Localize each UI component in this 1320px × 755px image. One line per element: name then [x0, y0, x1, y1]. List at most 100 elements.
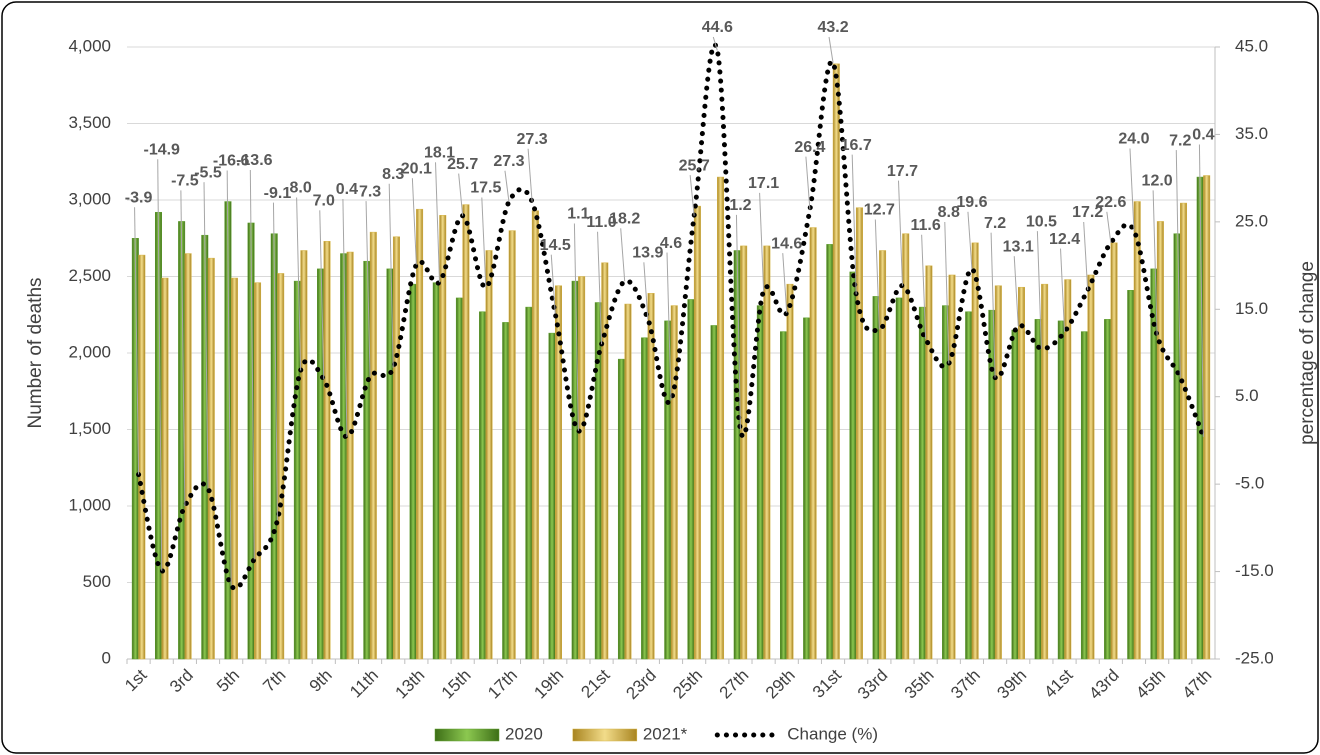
label-leader	[782, 253, 788, 313]
bar	[902, 233, 910, 660]
label-leader	[666, 252, 672, 401]
bar	[895, 297, 903, 660]
bar	[832, 63, 840, 660]
bar	[254, 282, 262, 660]
data-label: 10.5	[1026, 213, 1057, 230]
bar	[1156, 221, 1164, 660]
bar	[872, 296, 880, 660]
data-label: 7.3	[359, 183, 381, 200]
bar	[849, 271, 857, 660]
data-label: -16.6	[213, 153, 250, 170]
bar	[601, 262, 609, 660]
y-tick-label: 2,500	[68, 266, 111, 285]
label-leader	[342, 199, 348, 437]
data-label: 17.2	[1072, 204, 1103, 221]
y-tick-label: 1,500	[68, 419, 111, 438]
label-leader	[921, 234, 927, 340]
label-leader	[180, 190, 186, 507]
label-leader	[944, 221, 950, 364]
change-line	[136, 42, 1206, 591]
bar	[161, 277, 169, 660]
label-leader	[388, 183, 394, 368]
label-leader	[504, 170, 510, 202]
data-label: 17.1	[748, 175, 779, 192]
label-leader	[967, 211, 973, 270]
bar	[416, 208, 424, 660]
y-tick-label: 3,000	[68, 189, 111, 208]
bar	[508, 230, 516, 660]
bar	[925, 265, 933, 660]
bar	[138, 254, 146, 660]
bar	[531, 210, 539, 660]
bar	[740, 245, 748, 660]
data-label: 26.4	[794, 139, 825, 156]
label-leader	[1036, 231, 1042, 349]
bar	[971, 242, 979, 660]
bar	[809, 227, 817, 660]
label-leader	[689, 175, 695, 216]
data-label: 7.2	[984, 215, 1006, 232]
bar	[1133, 201, 1141, 660]
label-leader	[735, 214, 741, 430]
data-label: 4.6	[660, 235, 682, 252]
y-tick-label: 3,500	[68, 113, 111, 132]
bar	[1064, 279, 1072, 660]
bar	[409, 283, 417, 660]
bar	[780, 331, 787, 660]
label-leader	[527, 148, 533, 202]
label-leader	[319, 210, 325, 380]
y-tick-label: 500	[83, 572, 111, 591]
bar	[687, 299, 695, 660]
bar	[617, 358, 625, 660]
label-leader	[897, 180, 903, 286]
bar	[693, 205, 701, 660]
bar	[1196, 176, 1204, 660]
bar	[1017, 286, 1025, 660]
bar	[918, 306, 926, 660]
bar	[1087, 274, 1095, 660]
data-label: 20.1	[401, 160, 432, 177]
bar	[207, 257, 215, 660]
bar	[502, 322, 510, 660]
bar	[647, 293, 655, 660]
bar	[392, 236, 400, 660]
label-leader	[990, 232, 996, 378]
label-leader	[272, 202, 278, 520]
data-label: 0.4	[336, 181, 358, 198]
label-leader	[828, 36, 834, 63]
label-leader	[1175, 150, 1181, 378]
data-label: 27.3	[517, 131, 548, 148]
data-label: 12.4	[1049, 231, 1080, 248]
bar	[300, 250, 308, 660]
bar	[855, 207, 863, 660]
bar	[1104, 319, 1112, 660]
data-label: 24.0	[1118, 131, 1149, 148]
data-label: -3.9	[125, 189, 153, 206]
data-label: 8.0	[289, 180, 311, 197]
bar	[340, 253, 348, 660]
y2-tick-label: 5.0	[1235, 386, 1259, 405]
bar	[624, 303, 632, 660]
data-label: 8.8	[938, 204, 960, 221]
y-tick-label: 0	[102, 648, 111, 667]
y2-axis-title: percentage of change	[1297, 261, 1318, 445]
legend-label: 2020	[505, 724, 543, 743]
bar	[1127, 290, 1135, 660]
data-label: -5.5	[194, 164, 222, 181]
label-leader	[458, 173, 464, 216]
data-label: 14.6	[771, 235, 802, 252]
label-leader	[851, 154, 857, 295]
data-label: 43.2	[817, 19, 848, 36]
data-label: -9.1	[264, 185, 292, 202]
bar	[346, 251, 354, 660]
data-label: 1.2	[729, 197, 751, 214]
y-tick-label: 2,000	[68, 342, 111, 361]
data-label: 16.7	[841, 137, 872, 154]
label-leader	[1129, 148, 1135, 231]
data-label: 14.5	[540, 237, 571, 254]
label-leader	[597, 231, 603, 345]
legend-label: 2021*	[643, 724, 688, 743]
bar	[432, 282, 440, 660]
y2-tick-label: 45.0	[1235, 36, 1268, 55]
